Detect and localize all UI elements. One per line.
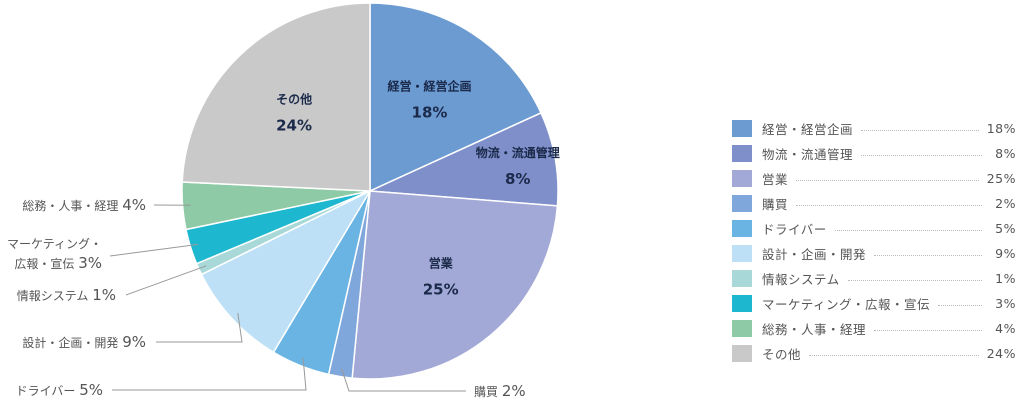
legend-dotted-leader xyxy=(809,355,979,356)
legend-dotted-leader xyxy=(796,180,979,181)
pie-slice xyxy=(369,2,543,193)
pie-slice xyxy=(367,111,559,207)
legend-swatch xyxy=(732,270,752,287)
legend-percent: 1% xyxy=(995,271,1016,286)
legend-label: ドライバー xyxy=(762,222,827,237)
legend-dotted-leader xyxy=(834,230,982,231)
leader-line xyxy=(341,368,466,392)
legend-dotted-leader xyxy=(874,255,982,256)
legend-swatch xyxy=(732,120,752,137)
legend-swatch xyxy=(732,345,752,362)
leader-line xyxy=(112,358,307,391)
inside-category-label: 経営・経営企画 xyxy=(387,78,471,93)
legend-label: その他 xyxy=(762,347,802,362)
leader-line xyxy=(109,243,199,257)
legend-percent: 25% xyxy=(986,171,1016,186)
legend-label: 経営・経営企画 xyxy=(762,122,854,137)
legend-swatch xyxy=(732,245,752,262)
legend-item: 総務・人事・経理 4% xyxy=(732,316,1016,341)
legend-item: マーケティング・広報・宣伝 3% xyxy=(732,291,1016,316)
leader-line xyxy=(125,265,207,296)
inside-percent-label: 25% xyxy=(423,280,459,298)
legend-item: その他 24% xyxy=(732,341,1016,366)
outside-label: 情報システム 1% xyxy=(17,286,116,304)
outside-label: 購買 2% xyxy=(474,382,526,400)
legend-dotted-leader xyxy=(874,330,982,331)
outside-label: 広報・宣伝 3% xyxy=(14,254,102,272)
legend-item: 購買 2% xyxy=(732,191,1016,216)
legend-swatch xyxy=(732,320,752,337)
legend-percent: 24% xyxy=(986,346,1016,361)
legend-swatch xyxy=(732,145,752,162)
legend-dotted-leader xyxy=(847,280,982,281)
legend-item: 情報システム 1% xyxy=(732,266,1016,291)
legend-percent: 5% xyxy=(995,221,1016,236)
pie-slice xyxy=(351,190,559,380)
legend-label: 総務・人事・経理 xyxy=(762,322,867,337)
legend-percent: 3% xyxy=(995,296,1016,311)
legend-label: 情報システム xyxy=(762,272,840,287)
legend: 経営・経営企画 18% 物流・流通管理 8% 営業 25% 購買 2% ドライバー 5% 設計・企画… xyxy=(732,116,1016,366)
leader-line xyxy=(156,313,243,343)
outside-label: ドライバー 5% xyxy=(16,381,103,399)
legend-dotted-leader xyxy=(861,155,982,156)
outside-label: 設計・企画・開発 9% xyxy=(22,333,146,351)
legend-label: 購買 xyxy=(762,197,789,212)
legend-swatch xyxy=(732,170,752,187)
legend-item: 設計・企画・開発 9% xyxy=(732,241,1016,266)
inside-category-label: その他 xyxy=(276,91,312,106)
legend-swatch xyxy=(732,220,752,237)
legend-item: 物流・流通管理 8% xyxy=(732,141,1016,166)
legend-percent: 4% xyxy=(995,321,1016,336)
legend-dotted-leader xyxy=(938,305,982,306)
outside-label: 総務・人事・経理 4% xyxy=(22,196,146,214)
legend-label: 物流・流通管理 xyxy=(762,147,854,162)
legend-swatch xyxy=(732,295,752,312)
legend-swatch xyxy=(732,195,752,212)
legend-label: 営業 xyxy=(762,172,789,187)
legend-percent: 2% xyxy=(995,196,1016,211)
legend-percent: 9% xyxy=(995,246,1016,261)
inside-percent-label: 24% xyxy=(276,116,312,134)
legend-dotted-leader xyxy=(796,205,982,206)
legend-dotted-leader xyxy=(861,130,979,131)
inside-category-label: 物流・流通管理 xyxy=(476,145,560,160)
legend-label: マーケティング・広報・宣伝 xyxy=(762,297,931,312)
pie-slice xyxy=(200,189,372,354)
inside-category-label: 営業 xyxy=(429,255,454,270)
outside-label-line: マーケティング・ xyxy=(7,237,102,251)
inside-percent-label: 18% xyxy=(412,103,448,121)
legend-item: 経営・経営企画 18% xyxy=(732,116,1016,141)
legend-label: 設計・企画・開発 xyxy=(762,247,867,262)
pie-slice xyxy=(181,2,371,192)
inside-percent-label: 8% xyxy=(505,170,530,188)
legend-item: ドライバー 5% xyxy=(732,216,1016,241)
legend-item: 営業 25% xyxy=(732,166,1016,191)
legend-percent: 8% xyxy=(995,146,1016,161)
legend-percent: 18% xyxy=(986,121,1016,136)
